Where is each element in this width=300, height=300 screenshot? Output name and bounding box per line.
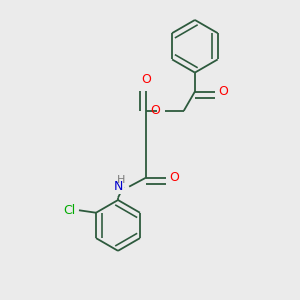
- Text: N: N: [114, 180, 124, 193]
- Text: Cl: Cl: [63, 204, 75, 217]
- Text: H: H: [117, 175, 125, 185]
- Text: O: O: [150, 104, 160, 117]
- Text: O: O: [169, 171, 179, 184]
- Text: O: O: [141, 73, 151, 86]
- Text: O: O: [219, 85, 229, 98]
